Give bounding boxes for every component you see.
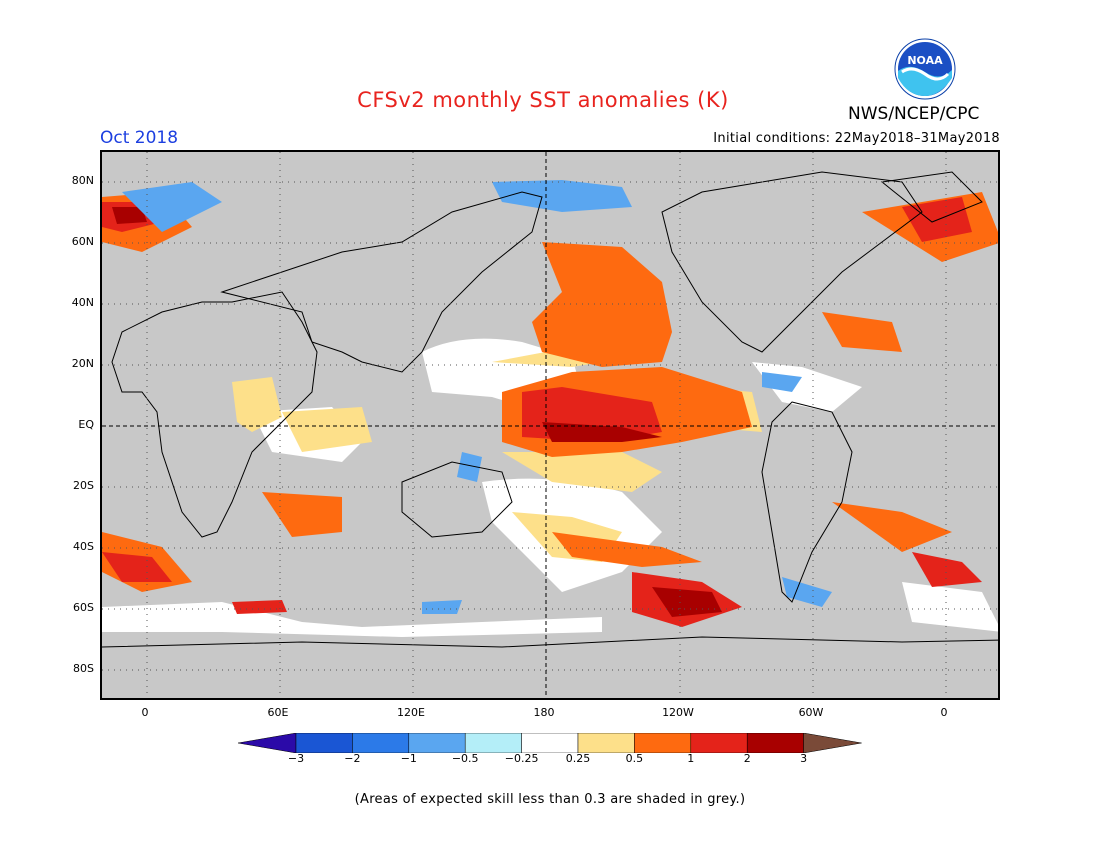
logo-text: NOAA [907, 54, 943, 67]
lon-label: 0 [141, 706, 149, 719]
reference-lines [102, 152, 998, 698]
graticule [102, 152, 998, 698]
lat-label: 80N [71, 174, 94, 187]
lat-label: 40S [73, 540, 94, 553]
lon-label: 120E [397, 706, 425, 719]
lat-label: 40N [71, 296, 94, 309]
forecast-month: Oct 2018 [100, 128, 179, 148]
colorbar-box [577, 733, 635, 753]
lat-label: 80S [73, 662, 94, 675]
sst-map [100, 150, 1000, 700]
colorbar-tick-label: 0.5 [625, 752, 644, 765]
colorbar-box [464, 733, 522, 753]
colorbar-tick-label: −0.25 [504, 752, 539, 765]
map-title: CFSv2 monthly SST anomalies (K) [357, 88, 729, 112]
lat-label: 20S [73, 479, 94, 492]
colorbar-box [521, 733, 579, 753]
colorbar-box [408, 733, 466, 753]
colorbar-tick-label: 1 [687, 752, 695, 765]
colorbar-tick-label: 2 [743, 752, 751, 765]
colorbar-box [746, 733, 804, 753]
lat-label: 60N [71, 235, 94, 248]
colorbar-box [352, 733, 410, 753]
colorbar-cap-high [803, 733, 862, 753]
lon-label: 180 [533, 706, 555, 719]
lon-label: 0 [940, 706, 948, 719]
colorbar-box [634, 733, 692, 753]
colorbar-tick-label: −0.5 [451, 752, 479, 765]
lat-label: 60S [73, 601, 94, 614]
coastlines [102, 171, 998, 648]
colorbar-tick-label: 3 [800, 752, 808, 765]
colorbar-tick-label: −3 [287, 752, 305, 765]
lat-label: EQ [78, 418, 94, 431]
warm-2-areas [112, 207, 722, 617]
agency-label: NWS/NCEP/CPC [848, 104, 980, 124]
lon-label: 60W [798, 706, 824, 719]
colorbar-tick-label: 0.25 [565, 752, 591, 765]
initial-conditions: Initial conditions: 22May2018–31May2018 [713, 131, 1000, 146]
colorbar-box [690, 733, 748, 753]
noaa-logo: NOAA [894, 38, 956, 100]
colorbar-box [295, 733, 353, 753]
colorbar [238, 733, 862, 753]
lon-label: 120W [662, 706, 694, 719]
lat-label: 20N [71, 357, 94, 370]
colorbar-cap-low [238, 733, 297, 753]
colorbar-tick-label: −2 [344, 752, 361, 765]
lon-label: 60E [267, 706, 289, 719]
cool-areas [122, 180, 832, 614]
colorbar-tick-label: −1 [400, 752, 417, 765]
map-canvas [102, 152, 998, 698]
skill-note: (Areas of expected skill less than 0.3 a… [354, 792, 746, 807]
